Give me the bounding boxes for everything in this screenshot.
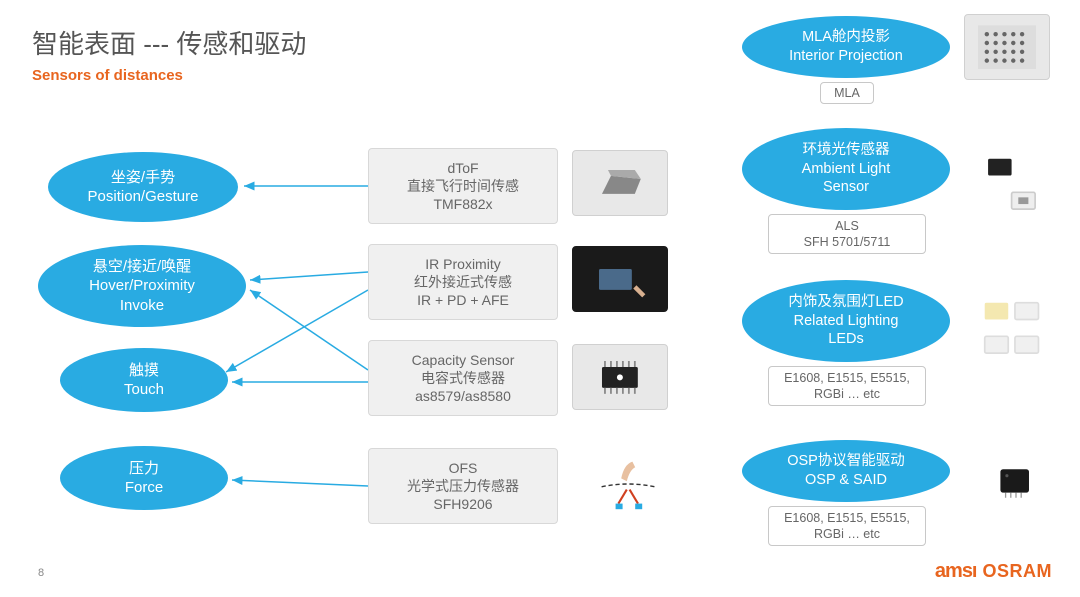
mla-grid-image	[964, 14, 1050, 80]
right-label-0: MLA	[820, 82, 874, 104]
car-dashboard-image	[572, 246, 668, 312]
left-ellipse-1: 悬空/接近/唤醒Hover/ProximityInvoke	[38, 245, 246, 327]
logo: amsı OSRAM	[935, 560, 1052, 583]
left-ellipse-3: 压力Force	[60, 446, 228, 510]
logo-ams: amsı	[935, 560, 977, 583]
page-number: 8	[38, 567, 44, 579]
right-ellipse-2: 内饰及氛围灯LEDRelated LightingLEDs	[742, 280, 950, 362]
als-pair-image	[964, 138, 1060, 234]
chip-ic-image	[572, 344, 668, 410]
center-rect-2: Capacity Sensor电容式传感器as8579/as8580	[368, 340, 558, 416]
center-rect-3: OFS光学式压力传感器SFH9206	[368, 448, 558, 524]
right-label-2: E1608, E1515, E5515,RGBi … etc	[768, 366, 926, 406]
said-chip-image	[988, 456, 1046, 508]
right-ellipse-0: MLA舱内投影Interior Projection	[742, 16, 950, 78]
sensor-dtof-image	[572, 150, 668, 216]
left-ellipse-0: 坐姿/手势Position/Gesture	[48, 152, 238, 222]
right-label-1: ALSSFH 5701/5711	[768, 214, 926, 254]
led-quad-image	[964, 282, 1060, 378]
right-ellipse-1: 环境光传感器Ambient LightSensor	[742, 128, 950, 210]
center-rect-0: dToF直接飞行时间传感TMF882x	[368, 148, 558, 224]
left-ellipse-2: 触摸Touch	[60, 348, 228, 412]
right-ellipse-3: OSP协议智能驱动OSP & SAID	[742, 440, 950, 502]
logo-osram: OSRAM	[983, 561, 1053, 582]
touch-finger-image	[572, 444, 684, 524]
right-label-3: E1608, E1515, E5515,RGBi … etc	[768, 506, 926, 546]
center-rect-1: IR Proximity红外接近式传感IR + PD + AFE	[368, 244, 558, 320]
